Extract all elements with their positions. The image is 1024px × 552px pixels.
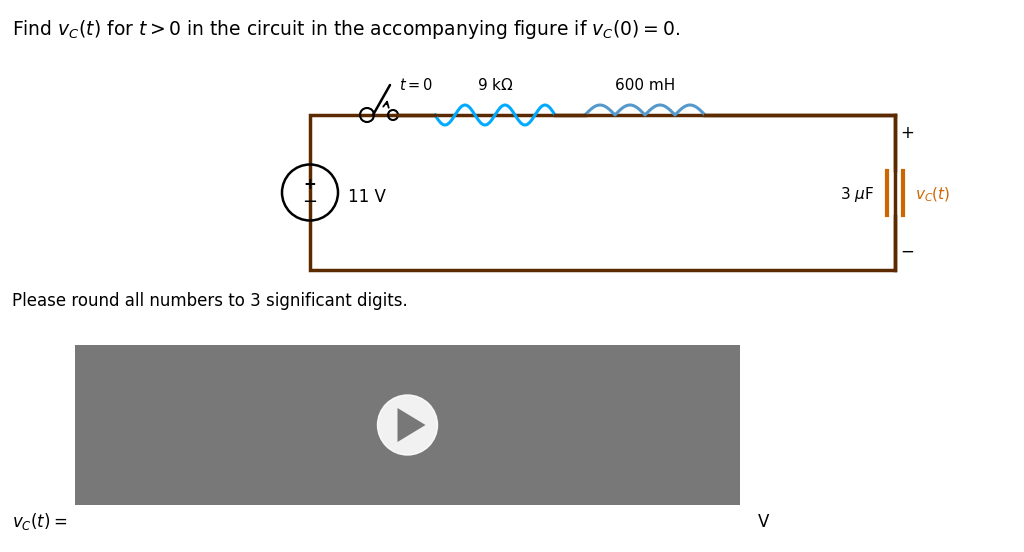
Text: 600 mH: 600 mH xyxy=(614,78,675,93)
Text: $v_C(t) =$: $v_C(t) =$ xyxy=(12,512,68,533)
Text: −: − xyxy=(900,243,914,261)
Text: $v_C(t)$: $v_C(t)$ xyxy=(915,185,950,204)
Text: 11 V: 11 V xyxy=(348,188,386,205)
Text: +: + xyxy=(304,177,316,192)
Text: V: V xyxy=(758,513,769,531)
Text: −: − xyxy=(302,194,317,211)
Text: +: + xyxy=(900,124,914,142)
Bar xyxy=(310,115,895,270)
Circle shape xyxy=(378,395,437,455)
Text: 9 k$\Omega$: 9 k$\Omega$ xyxy=(477,77,513,93)
Text: Find $v_C(t)$ for $t > 0$ in the circuit in the accompanying figure if $v_C(0) =: Find $v_C(t)$ for $t > 0$ in the circuit… xyxy=(12,18,680,41)
Text: 3 $\mu$F: 3 $\mu$F xyxy=(840,185,874,204)
Bar xyxy=(75,345,740,505)
Polygon shape xyxy=(397,408,426,442)
Text: $t = 0$: $t = 0$ xyxy=(399,77,433,93)
Text: Please round all numbers to 3 significant digits.: Please round all numbers to 3 significan… xyxy=(12,292,408,310)
